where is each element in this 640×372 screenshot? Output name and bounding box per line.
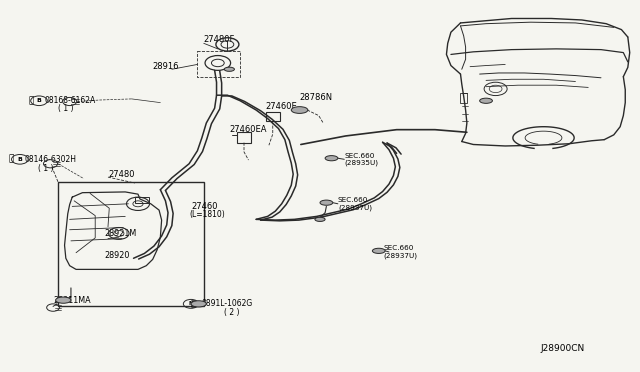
Ellipse shape [56, 297, 71, 303]
Ellipse shape [291, 107, 308, 113]
Text: 27460EA: 27460EA [229, 125, 267, 134]
Text: 0891L-1062G: 0891L-1062G [202, 299, 253, 308]
Text: 27480: 27480 [108, 170, 134, 179]
Ellipse shape [479, 98, 492, 103]
Text: (L=1810): (L=1810) [189, 211, 225, 219]
Text: 27460E: 27460E [266, 102, 298, 111]
Text: Ⓑ: Ⓑ [28, 96, 33, 105]
Ellipse shape [224, 67, 234, 71]
Text: 27460: 27460 [191, 202, 218, 211]
Text: SEC.660
(28937U): SEC.660 (28937U) [338, 197, 372, 211]
Bar [58, 182, 204, 307]
Bar [135, 197, 149, 203]
Text: J28900CN: J28900CN [540, 344, 584, 353]
Text: SEC.660
(28935U): SEC.660 (28935U) [344, 153, 378, 166]
Text: B: B [36, 98, 42, 103]
Text: Ⓑ: Ⓑ [9, 155, 14, 164]
Ellipse shape [191, 301, 206, 307]
Text: 28920: 28920 [104, 251, 129, 260]
Text: 08168-6162A: 08168-6162A [44, 96, 95, 105]
Ellipse shape [320, 200, 333, 205]
Ellipse shape [372, 248, 385, 253]
Bar [266, 112, 280, 121]
Text: 28786N: 28786N [300, 93, 333, 102]
Text: ( 1 ): ( 1 ) [38, 164, 53, 173]
Ellipse shape [325, 155, 338, 161]
Text: ( 1 ): ( 1 ) [58, 105, 74, 113]
Text: 28921M: 28921M [104, 229, 136, 238]
Bar [237, 132, 251, 142]
Text: SEC.660
(28937U): SEC.660 (28937U) [384, 245, 418, 259]
Text: 28911MA: 28911MA [53, 296, 91, 305]
Text: N: N [189, 301, 193, 307]
Text: ( 2 ): ( 2 ) [224, 308, 240, 317]
Ellipse shape [315, 217, 325, 221]
Text: B: B [17, 157, 22, 162]
Text: 28916: 28916 [153, 62, 179, 71]
Bar [461, 93, 467, 103]
Text: Ⓝ: Ⓝ [191, 299, 196, 308]
Text: 08146-6302H: 08146-6302H [25, 155, 77, 164]
Text: 27480F: 27480F [204, 35, 235, 44]
